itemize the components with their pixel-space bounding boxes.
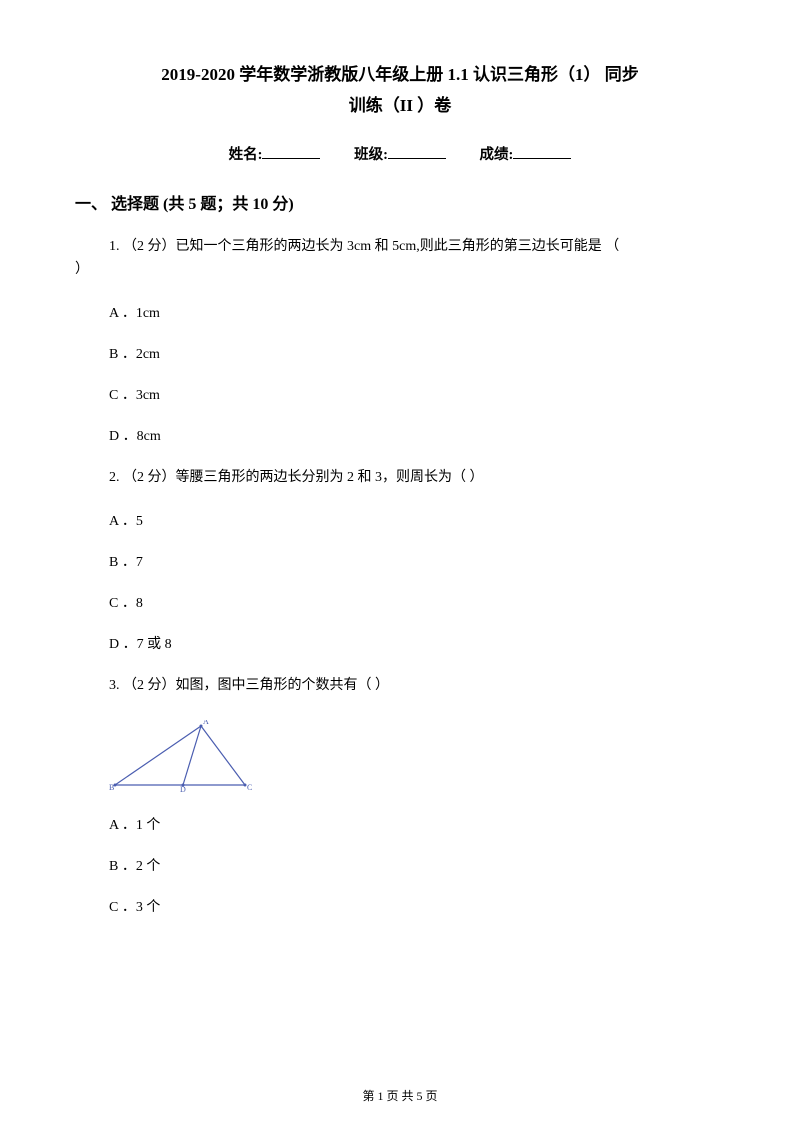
triangle-svg: A B C D [109,720,254,792]
name-label: 姓名: [229,147,263,163]
q3-option-b: B ．2 个 [75,856,725,877]
question-1: 1. （2 分）已知一个三角形的两边长为 3cm 和 5cm,则此三角形的第三边… [75,236,725,281]
q1-line2: ） [75,259,725,281]
label-d: D [180,785,186,792]
q2-option-d: D ．7 或 8 [75,634,725,655]
q1-option-a: A ．1cm [75,303,725,324]
q1-option-c: C ．3cm [75,385,725,406]
label-b: B [109,783,114,792]
line-ba [115,726,201,785]
label-c: C [247,783,252,792]
q2-option-a: A ．5 [75,511,725,532]
page-footer: 第 1 页 共 5 页 [0,1087,800,1104]
line-ad [183,726,201,785]
q1-line1: 1. （2 分）已知一个三角形的两边长为 3cm 和 5cm,则此三角形的第三边… [75,236,725,258]
q1-option-b: B ．2cm [75,344,725,365]
title-line2: 训练（II ）卷 [75,91,725,122]
score-blank [513,145,571,159]
q3-option-a: A ．1 个 [75,815,725,836]
triangle-figure: A B C D [75,720,725,797]
label-a: A [203,720,209,726]
question-3: 3. （2 分）如图，图中三角形的个数共有（ ） [75,675,725,697]
score-label: 成绩: [480,147,514,163]
name-blank [262,145,320,159]
title-line1: 2019-2020 学年数学浙教版八年级上册 1.1 认识三角形（1） 同步 [75,60,725,91]
section-header: 一、 选择题 (共 5 题；共 10 分) [75,190,725,214]
q2-option-c: C ．8 [75,593,725,614]
class-blank [388,145,446,159]
q1-option-d: D ．8cm [75,426,725,447]
question-2: 2. （2 分）等腰三角形的两边长分别为 2 和 3，则周长为（ ） [75,467,725,489]
q3-option-c: C ．3 个 [75,897,725,918]
q2-option-b: B ．7 [75,552,725,573]
info-row: 姓名: 班级: 成绩: [75,143,725,164]
class-label: 班级: [354,147,388,163]
line-ac [201,726,245,785]
